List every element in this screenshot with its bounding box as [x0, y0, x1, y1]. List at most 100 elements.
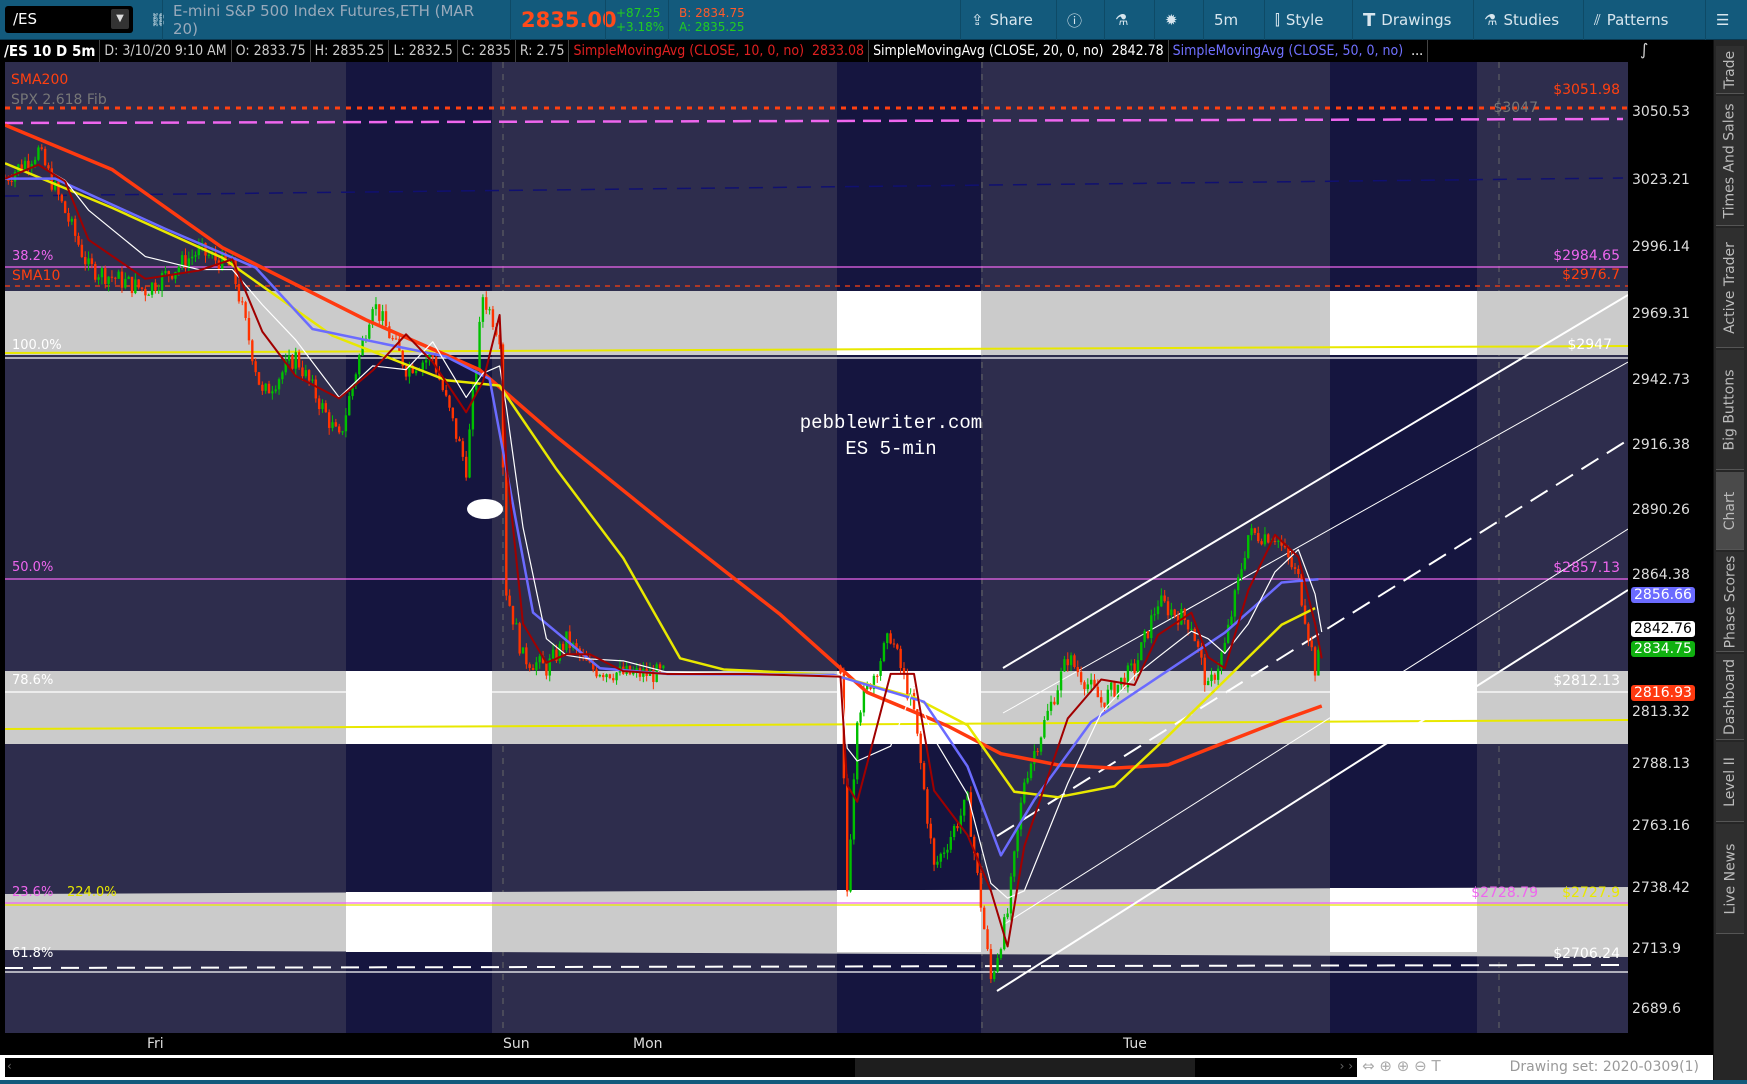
candle-body: [902, 668, 906, 675]
candle-body: [876, 675, 879, 677]
candle-body: [1099, 697, 1103, 703]
candle-body: [398, 338, 401, 351]
candle-body: [1206, 681, 1210, 686]
session-band: [837, 62, 981, 1033]
candle-body: [274, 389, 277, 392]
candle-icon: ⫿: [1275, 11, 1280, 29]
sidebar-tab-phase-scores[interactable]: Phase Scores: [1716, 552, 1744, 652]
candle-body: [1230, 616, 1233, 625]
candle-body: [1026, 778, 1029, 783]
time-axis[interactable]: Fri Sun Mon Tue: [5, 1033, 1628, 1055]
sidebar-tab-chart[interactable]: Chart: [1716, 472, 1744, 550]
horizontal-scrollbar[interactable]: ‹ › ›: [5, 1058, 1357, 1077]
candle-body: [528, 664, 531, 668]
price-tick: 2864.38: [1632, 566, 1690, 583]
candle-body: [454, 418, 458, 439]
price-tick: 2738.42: [1632, 879, 1690, 896]
scroll-left-icon[interactable]: ‹: [7, 1059, 12, 1073]
sidebar-tab-trade[interactable]: Trade: [1716, 46, 1744, 94]
info-button[interactable]: ⓘ: [1056, 0, 1092, 40]
candle-body: [632, 671, 635, 675]
channel-top-line[interactable]: [1002, 294, 1628, 669]
sidebar-tab-times-and-sales[interactable]: Times And Sales: [1716, 96, 1744, 226]
candle-body: [1310, 640, 1313, 648]
crosshair-icon[interactable]: ⊕: [1379, 1057, 1392, 1075]
price-tick: 2890.26: [1632, 502, 1690, 519]
candle-body: [1303, 605, 1307, 624]
sidebar-tab-active-trader[interactable]: Active Trader: [1716, 228, 1744, 348]
candle-body: [1236, 577, 1240, 591]
sma20-price-badge: 2842.76: [1631, 621, 1695, 638]
candle-body: [1110, 682, 1113, 690]
candle-body: [1009, 876, 1013, 914]
sidebar-tab-dashboard[interactable]: Dashboard: [1716, 654, 1744, 740]
timeframe-label: 5m: [1214, 11, 1239, 29]
candle-body: [1263, 534, 1267, 545]
candle-body: [331, 422, 334, 428]
timeframe-button[interactable]: 5m: [1203, 0, 1261, 40]
studies-button[interactable]: ⚗ Studies: [1473, 0, 1569, 40]
patterns-button[interactable]: ⫽ Patterns: [1583, 0, 1678, 40]
candle-body: [124, 278, 127, 288]
candle-body: [37, 147, 40, 160]
channel-upper-line[interactable]: [1002, 361, 1628, 714]
candle-body: [652, 669, 655, 682]
text-T-icon[interactable]: T: [1431, 1057, 1441, 1075]
candle-body: [1063, 659, 1066, 672]
candle-body: [184, 255, 187, 269]
candle-body: [1156, 606, 1160, 615]
candle-body: [989, 949, 993, 979]
candle-body: [866, 684, 869, 690]
settings-button[interactable]: ✹: [1154, 0, 1188, 40]
label-sma10: SMA10: [12, 268, 61, 284]
candle-body: [1166, 601, 1170, 616]
channel-lower-line[interactable]: [1002, 528, 1628, 926]
sidebar-tab-live-news[interactable]: Live News: [1716, 824, 1744, 934]
candle-body: [976, 853, 979, 873]
candle-body: [1116, 684, 1120, 697]
more-studies[interactable]: ...: [1407, 40, 1429, 62]
chart-mode-icon[interactable]: ∫: [1628, 40, 1713, 62]
drawing-set[interactable]: Drawing set: 2020-0309(1): [1509, 1059, 1699, 1075]
price-tick: 2969.31: [1632, 305, 1690, 322]
candle-body: [40, 147, 43, 149]
candle-body: [899, 648, 902, 669]
style-button[interactable]: ⫿ Style: [1264, 0, 1334, 40]
sidebar-tab-level-ii[interactable]: Level II: [1716, 742, 1744, 822]
sidebar-tab-big-buttons[interactable]: Big Buttons: [1716, 350, 1744, 470]
expand-icon[interactable]: ⇔: [1362, 1057, 1375, 1075]
candle-body: [137, 279, 140, 288]
sma20-value: 2842.78: [1108, 40, 1169, 62]
price-chart[interactable]: SMA200 SPX 2.618 Fib 38.2% SMA10 100.0% …: [5, 62, 1628, 1033]
zoom-in-icon[interactable]: ⊕: [1396, 1057, 1410, 1075]
candle-body: [130, 276, 134, 294]
symbol-selector[interactable]: /ES ▼: [5, 6, 133, 33]
label-sma200: SMA200: [11, 72, 69, 88]
zoom-out-icon[interactable]: ⊖: [1414, 1057, 1427, 1075]
net-change: +87.25: [616, 6, 661, 20]
channel-mid-line[interactable]: [996, 439, 1628, 837]
scrollbar-thumb[interactable]: [855, 1058, 1195, 1077]
candle-body: [1006, 913, 1009, 918]
channel-bottom-line[interactable]: [996, 589, 1628, 992]
flask-button[interactable]: ⚗: [1104, 0, 1138, 40]
scroll-right-icon[interactable]: › ›: [1339, 1059, 1353, 1073]
sma50-legend: SimpleMovingAvg (CLOSE, 50, 0, no): [1172, 43, 1404, 59]
chevron-down-icon[interactable]: ▼: [111, 9, 129, 29]
candle-body: [1280, 540, 1283, 546]
candle-body: [170, 275, 174, 279]
candle-body: [247, 317, 251, 341]
sma50-price-badge: 2856.66: [1631, 586, 1695, 603]
candle-body: [595, 669, 598, 677]
candle-body: [541, 656, 545, 664]
candle-body: [972, 836, 976, 854]
price-axis[interactable]: 3050.53 3023.21 2996.14 2969.31 2942.73 2916.…: [1628, 62, 1713, 1033]
candle-body: [912, 693, 916, 710]
menu-button[interactable]: ☰: [1705, 0, 1739, 40]
candle-body: [525, 647, 528, 665]
drawings-button[interactable]: T Drawings: [1352, 0, 1461, 40]
right-sidebar: Trade Times And Sales Active Trader Big But…: [1713, 40, 1747, 1080]
candle-body: [334, 422, 338, 427]
candle-body: [287, 355, 291, 361]
share-button[interactable]: ⇪ Share: [960, 0, 1043, 40]
